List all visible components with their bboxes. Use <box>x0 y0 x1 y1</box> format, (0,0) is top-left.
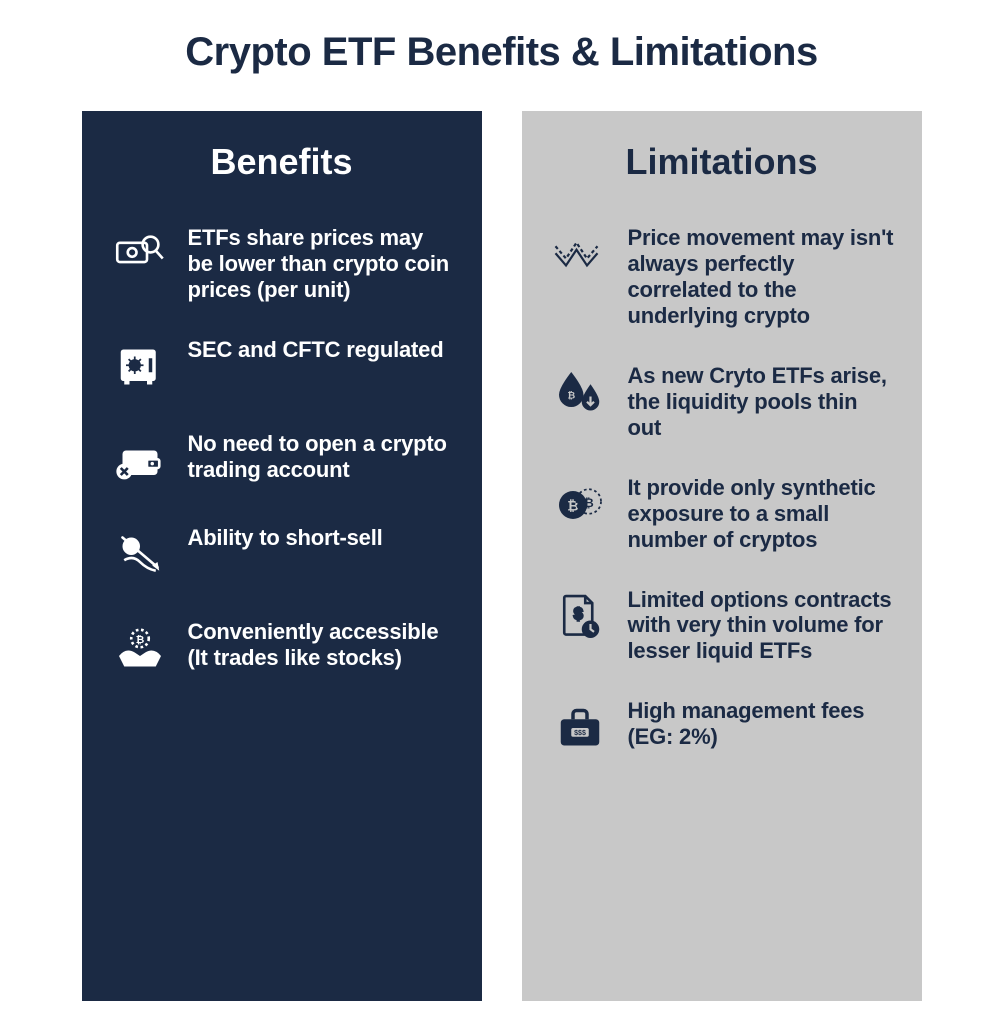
list-item-text: It provide only synthetic exposure to a … <box>628 475 894 553</box>
page-title: Crypto ETF Benefits & Limitations <box>0 30 1003 75</box>
list-item-text: High management fees (EG: 2%) <box>628 698 894 750</box>
benefits-column: Benefits ETFs share prices may be lower … <box>82 111 482 1001</box>
drops-icon: ₿ <box>550 363 610 423</box>
short-arrow-icon: ₿ <box>110 525 170 585</box>
svg-text:₿: ₿ <box>567 497 578 513</box>
list-item-text: Price movement may isn't always perfectl… <box>628 225 894 329</box>
money-search-icon <box>110 225 170 285</box>
list-item-text: No need to open a crypto trading account <box>188 431 454 483</box>
benefits-items: ETFs share prices may be lower than cryp… <box>110 225 454 679</box>
list-item: ₿ Conveniently accessible (It trades lik… <box>110 619 454 679</box>
limitations-heading: Limitations <box>550 141 894 183</box>
list-item: ₿ As new Cryto ETFs arise, the liquidity… <box>550 363 894 441</box>
list-item: $$$ High management fees (EG: 2%) <box>550 698 894 758</box>
options-doc-icon: $ <box>550 587 610 647</box>
list-item: Price movement may isn't always perfectl… <box>550 225 894 329</box>
list-item-text: Ability to short-sell <box>188 525 383 551</box>
list-item: ₿ ₿ It provide only synthetic exposure t… <box>550 475 894 553</box>
list-item-text: ETFs share prices may be lower than cryp… <box>188 225 454 303</box>
list-item: ETFs share prices may be lower than cryp… <box>110 225 454 303</box>
list-item: SEC and CFTC regulated <box>110 337 454 397</box>
hands-coin-icon: ₿ <box>110 619 170 679</box>
limitations-items: Price movement may isn't always perfectl… <box>550 225 894 758</box>
zigzag-icon <box>550 225 610 285</box>
columns-wrapper: Benefits ETFs share prices may be lower … <box>0 111 1003 1001</box>
svg-text:₿: ₿ <box>567 390 575 401</box>
list-item: No need to open a crypto trading account <box>110 431 454 491</box>
limitations-column: Limitations Price movement may isn't alw… <box>522 111 922 1001</box>
list-item: ₿ Ability to short-sell <box>110 525 454 585</box>
two-coins-icon: ₿ ₿ <box>550 475 610 535</box>
list-item-text: As new Cryto ETFs arise, the liquidity p… <box>628 363 894 441</box>
briefcase-icon: $$$ <box>550 698 610 758</box>
list-item-text: SEC and CFTC regulated <box>188 337 444 363</box>
wallet-x-icon <box>110 431 170 491</box>
svg-text:₿: ₿ <box>135 634 144 646</box>
list-item: $ Limited options contracts with very th… <box>550 587 894 665</box>
benefits-heading: Benefits <box>110 141 454 183</box>
svg-text:₿: ₿ <box>583 495 593 509</box>
list-item-text: Conveniently accessible (It trades like … <box>188 619 454 671</box>
safe-icon <box>110 337 170 397</box>
svg-text:$: $ <box>573 605 582 622</box>
list-item-text: Limited options contracts with very thin… <box>628 587 894 665</box>
svg-text:$$$: $$$ <box>574 730 586 737</box>
